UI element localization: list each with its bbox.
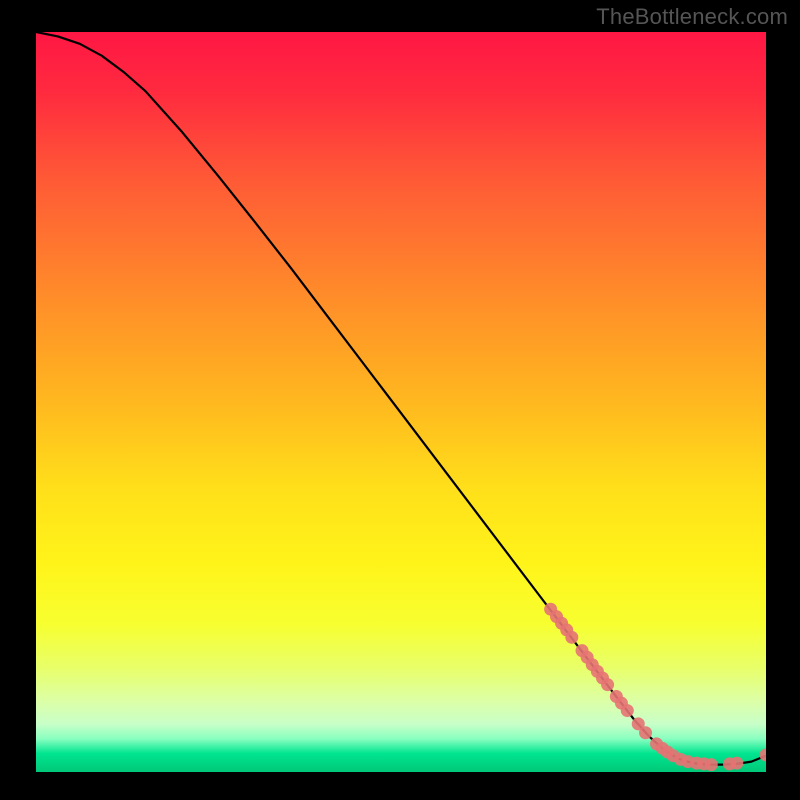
data-marker — [639, 726, 652, 739]
data-marker — [601, 678, 614, 691]
data-marker — [705, 758, 718, 771]
chart-svg — [36, 32, 766, 772]
chart-background — [36, 32, 766, 772]
data-marker — [565, 631, 578, 644]
data-marker — [621, 704, 634, 717]
chart-plot-area — [36, 32, 766, 772]
chart-container: TheBottleneck.com — [0, 0, 800, 800]
watermark-text: TheBottleneck.com — [596, 4, 788, 30]
data-marker — [730, 757, 743, 770]
